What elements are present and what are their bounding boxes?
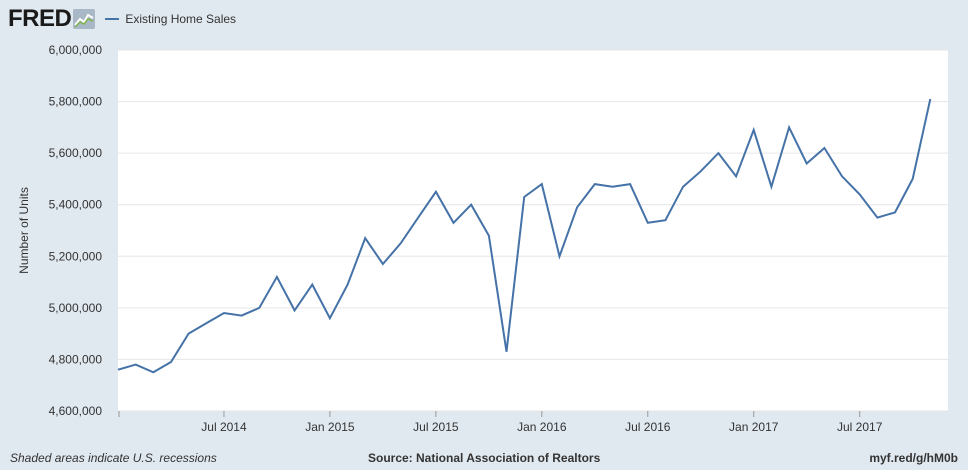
legend-line-marker xyxy=(105,18,120,20)
series-line-existing-home-sales[interactable] xyxy=(117,98,932,374)
x-tick-label: Jan 2015 xyxy=(305,420,355,434)
legend: Existing Home Sales xyxy=(105,12,236,26)
x-tick-label: Jul 2016 xyxy=(625,420,671,434)
y-tick-label: 4,600,000 xyxy=(49,404,103,418)
x-tick-label: Jul 2017 xyxy=(837,420,883,434)
y-tick-label: 5,200,000 xyxy=(49,249,103,263)
y-tick-label: 5,600,000 xyxy=(49,146,103,160)
legend-label: Existing Home Sales xyxy=(125,12,237,26)
x-axis-ticks: Jul 2014 Jan 2015 Jul 2015 Jan 2016 Jul 2016… xyxy=(118,411,883,434)
plot-area xyxy=(118,50,948,411)
header: FRED Existing Home Sales xyxy=(8,6,236,32)
recession-note: Shaded areas indicate U.S. recessions xyxy=(10,451,217,465)
line-chart: 4,600,000 4,800,000 5,000,000 5,200,000 5,40… xyxy=(17,43,948,434)
y-tick-label: 6,000,000 xyxy=(49,43,103,57)
y-axis-ticks: 4,600,000 4,800,000 5,000,000 5,200,000 5,40… xyxy=(49,43,103,418)
y-tick-label: 4,800,000 xyxy=(49,352,103,366)
x-tick-label: Jan 2016 xyxy=(517,420,567,434)
x-tick-label: Jan 2017 xyxy=(729,420,779,434)
source-text: Source: National Association of Realtors xyxy=(368,451,601,465)
x-tick-label: Jul 2015 xyxy=(413,420,459,434)
short-link[interactable]: myf.red/g/hM0b xyxy=(869,451,958,465)
y-tick-label: 5,400,000 xyxy=(49,198,103,212)
y-axis-label: Number of Units xyxy=(17,187,31,274)
fred-logo[interactable]: FRED xyxy=(8,5,72,32)
y-tick-label: 5,800,000 xyxy=(49,95,103,109)
y-tick-label: 5,000,000 xyxy=(49,301,103,315)
fred-chart-icon xyxy=(73,9,96,29)
gridlines xyxy=(118,49,948,412)
x-tick-label: Jul 2014 xyxy=(201,420,247,434)
